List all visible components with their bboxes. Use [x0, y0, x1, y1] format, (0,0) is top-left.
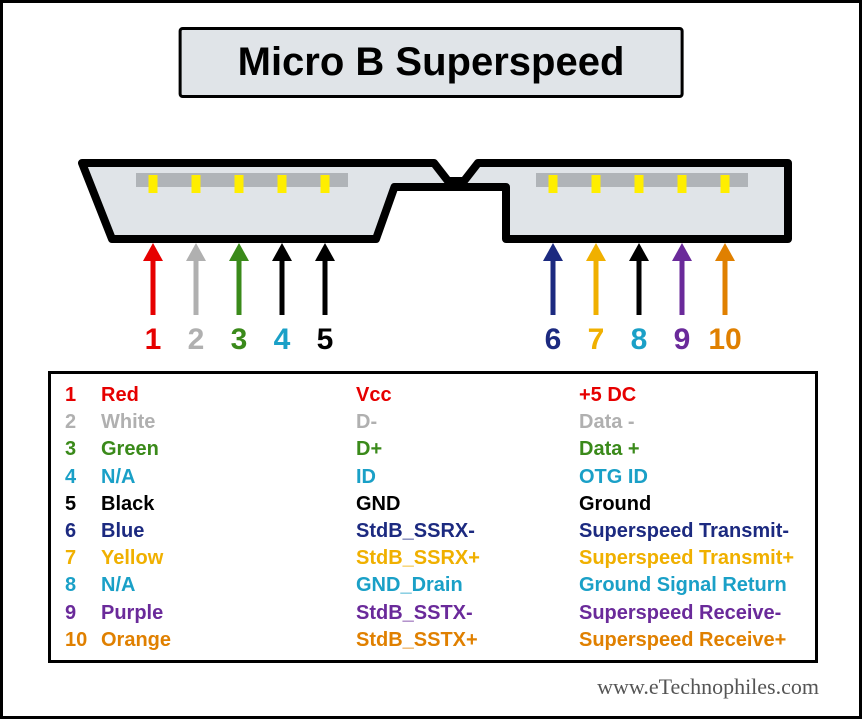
legend-row: 6BlueStdB_SSRX-Superspeed Transmit- — [65, 518, 801, 545]
legend-wire-color: White — [101, 409, 356, 436]
legend-pin-number: 3 — [65, 436, 101, 463]
diagram-title: Micro B Superspeed — [179, 27, 684, 98]
legend-signal: GND_Drain — [356, 572, 579, 599]
legend-description: Data - — [579, 409, 801, 436]
connector-diagram: 12345 6789 10 — [48, 153, 818, 353]
legend-row: 3GreenD+Data + — [65, 436, 801, 463]
pinout-legend: 1RedVcc+5 DC2WhiteD-Data -3GreenD+Data +… — [48, 371, 818, 663]
pin-number-1: 1 — [145, 323, 162, 356]
pin-number-4: 4 — [274, 323, 291, 356]
legend-pin-number: 9 — [65, 600, 101, 627]
legend-description: OTG ID — [579, 464, 801, 491]
legend-row: 8N/AGND_DrainGround Signal Return — [65, 572, 801, 599]
legend-signal: Vcc — [356, 382, 579, 409]
pin-number-6: 6 — [545, 323, 562, 356]
legend-row: 7YellowStdB_SSRX+Superspeed Transmit+ — [65, 545, 801, 572]
pin-number-9: 9 — [674, 323, 691, 356]
pin-number-2: 2 — [188, 323, 205, 356]
legend-wire-color: Green — [101, 436, 356, 463]
legend-wire-color: Blue — [101, 518, 356, 545]
legend-wire-color: Red — [101, 382, 356, 409]
legend-pin-number: 6 — [65, 518, 101, 545]
watermark: www.eTechnophiles.com — [597, 674, 819, 700]
legend-pin-number: 1 — [65, 382, 101, 409]
legend-pin-number: 4 — [65, 464, 101, 491]
legend-signal: ID — [356, 464, 579, 491]
legend-description: Data + — [579, 436, 801, 463]
legend-wire-color: Purple — [101, 600, 356, 627]
legend-description: Superspeed Transmit+ — [579, 545, 801, 572]
pin-number-7: 7 — [588, 323, 605, 356]
pin-number-8: 8 — [631, 323, 648, 356]
legend-signal: StdB_SSTX+ — [356, 627, 579, 654]
legend-row: 10OrangeStdB_SSTX+Superspeed Receive+ — [65, 627, 801, 654]
pin-number-10: 10 — [708, 323, 741, 356]
legend-description: Ground Signal Return — [579, 572, 801, 599]
legend-wire-color: N/A — [101, 464, 356, 491]
pin-number-5: 5 — [317, 323, 334, 356]
legend-description: Superspeed Transmit- — [579, 518, 801, 545]
legend-row: 4N/AIDOTG ID — [65, 464, 801, 491]
legend-signal: GND — [356, 491, 579, 518]
legend-description: Superspeed Receive+ — [579, 627, 801, 654]
legend-signal: D- — [356, 409, 579, 436]
legend-pin-number: 7 — [65, 545, 101, 572]
legend-pin-number: 10 — [65, 627, 101, 654]
legend-wire-color: Black — [101, 491, 356, 518]
legend-row: 9PurpleStdB_SSTX-Superspeed Receive- — [65, 600, 801, 627]
legend-row: 1RedVcc+5 DC — [65, 382, 801, 409]
legend-wire-color: Yellow — [101, 545, 356, 572]
legend-description: +5 DC — [579, 382, 801, 409]
legend-description: Superspeed Receive- — [579, 600, 801, 627]
legend-signal: StdB_SSRX+ — [356, 545, 579, 572]
legend-pin-number: 5 — [65, 491, 101, 518]
legend-wire-color: Orange — [101, 627, 356, 654]
legend-description: Ground — [579, 491, 801, 518]
pin-number-3: 3 — [231, 323, 248, 356]
legend-pin-number: 2 — [65, 409, 101, 436]
legend-row: 2WhiteD-Data - — [65, 409, 801, 436]
legend-signal: StdB_SSRX- — [356, 518, 579, 545]
legend-row: 5BlackGNDGround — [65, 491, 801, 518]
legend-signal: D+ — [356, 436, 579, 463]
legend-signal: StdB_SSTX- — [356, 600, 579, 627]
legend-pin-number: 8 — [65, 572, 101, 599]
legend-wire-color: N/A — [101, 572, 356, 599]
